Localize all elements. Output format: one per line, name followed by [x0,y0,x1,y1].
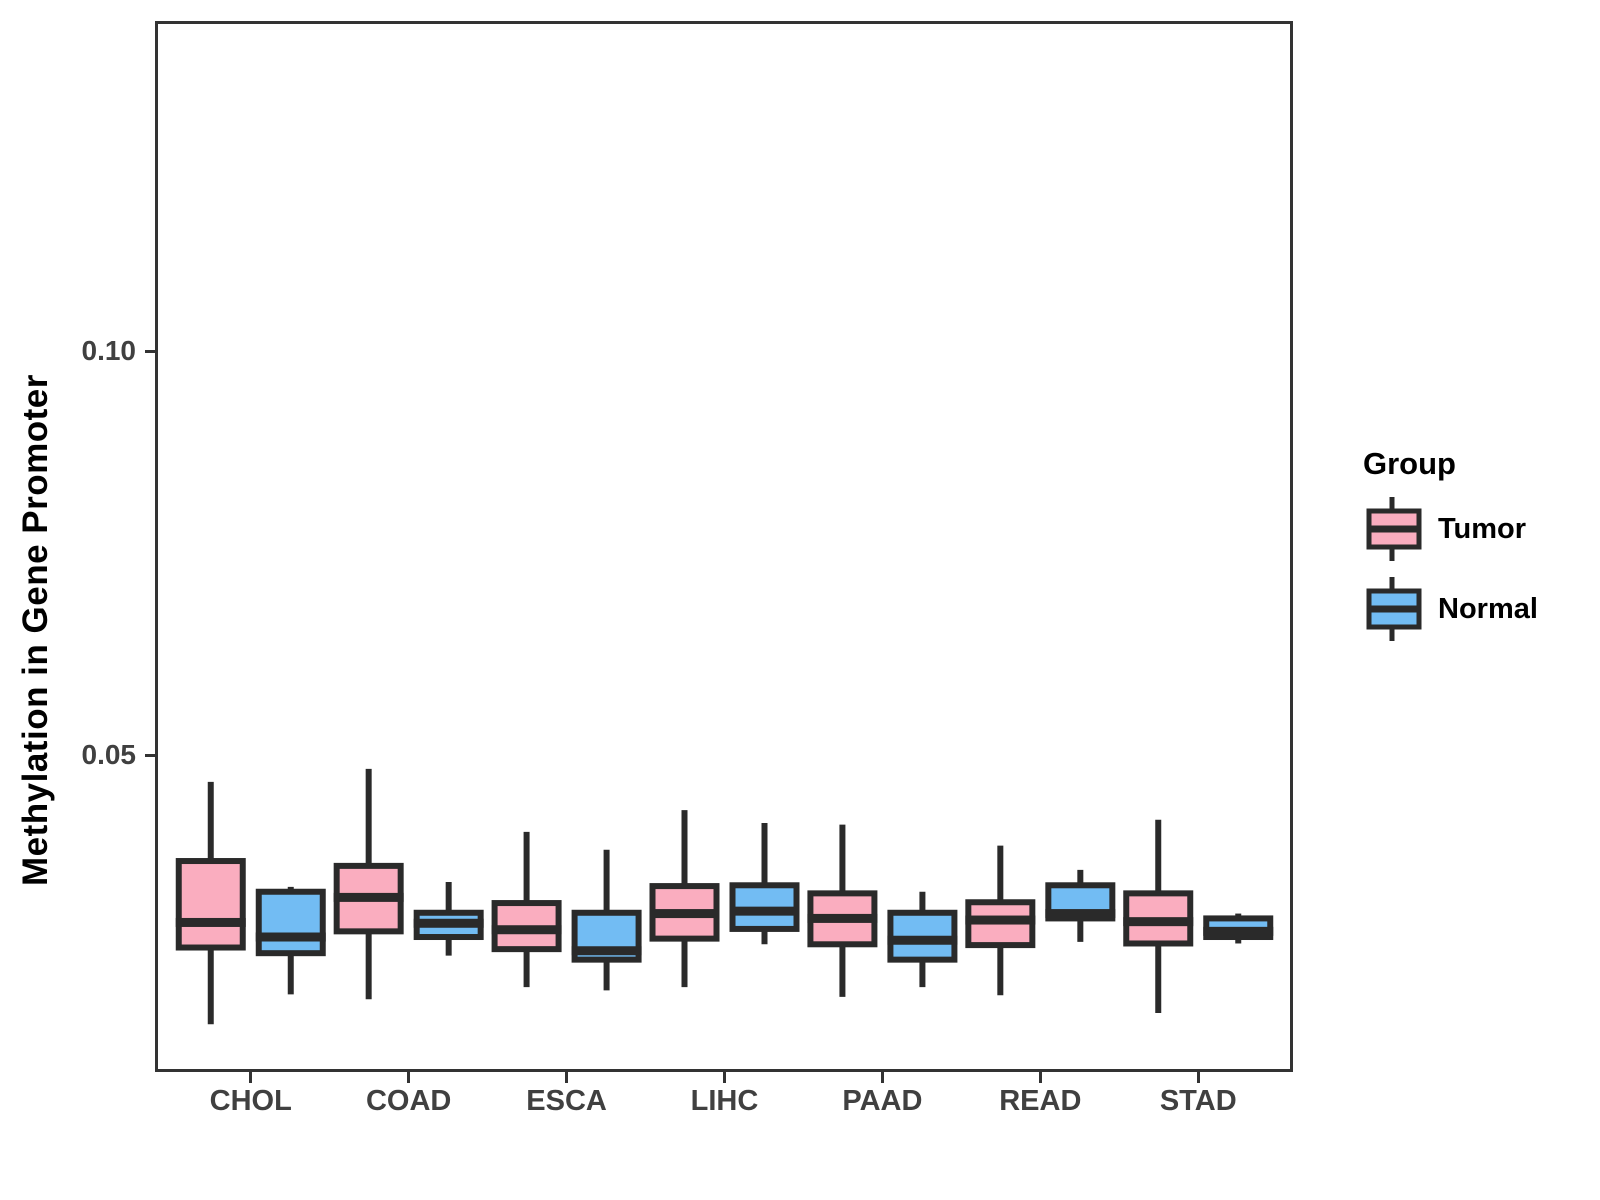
x-tick-mark-READ [1038,1072,1042,1083]
boxplot-canvas [175,768,1274,1025]
x-tick-label-COAD: COAD [365,1085,452,1117]
x-tick-label-PAAD: PAAD [842,1085,923,1117]
x-tick-mark-COAD [407,1072,411,1083]
box-tumor-PAAD [807,824,878,997]
box-tumor-READ [965,845,1036,996]
legend-title: Group [1363,446,1456,481]
legend-entry-normal: Normal [1366,576,1598,642]
legend-key-normal-boxplot-icon [1366,577,1422,641]
box-normal-PAAD [887,891,958,988]
x-tick-mark-PAAD [880,1072,884,1083]
median-line [413,918,484,928]
box-normal-READ [1045,869,1116,942]
median-line [729,906,800,916]
box-tumor-COAD [333,768,404,1000]
median-line [1203,926,1274,936]
box-normal-ESCA [571,849,642,991]
y-tick-mark-0.10 [145,350,156,354]
median-line [175,917,246,927]
box-tumor-CHOL [175,781,246,1025]
box-tumor-ESCA [491,831,562,988]
legend-label-tumor: Tumor [1438,512,1527,545]
x-tick-label-ESCA: ESCA [526,1085,607,1117]
y-tick-mark-0.05 [145,754,156,758]
x-tick-mark-LIHC [723,1072,726,1083]
median-line [491,925,562,935]
box-normal-STAD [1203,913,1274,944]
median-line [1045,909,1116,919]
iqr-box [175,858,246,951]
box-tumor-LIHC [649,810,720,988]
legend-key-tumor-boxplot-icon [1366,497,1422,561]
x-tick-label-CHOL: CHOL [209,1085,292,1117]
legend-label-normal: Normal [1438,592,1538,625]
median-line [965,915,1036,925]
y-axis-title: Methylation in Gene Promoter [16,374,55,886]
x-tick-label-LIHC: LIHC [690,1085,759,1117]
median-line [571,946,642,956]
median-line [887,935,958,945]
median-line [255,932,326,942]
x-tick-label-READ: READ [999,1085,1082,1117]
iqr-box [255,888,326,957]
y-tick-label-0.10: 0.10 [81,334,137,366]
legend: Group Tumor Normal [1332,446,1598,642]
x-tick-mark-ESCA [565,1072,569,1083]
median-line [333,892,404,902]
box-normal-COAD [413,882,484,956]
box-tumor-STAD [1123,819,1194,1013]
box-normal-CHOL [255,886,326,995]
x-tick-mark-STAD [1196,1072,1200,1083]
median-line [1123,917,1194,927]
box-normal-LIHC [729,823,800,945]
median-line [807,913,878,923]
y-tick-label-0.05: 0.05 [81,738,137,770]
legend-entry-tumor: Tumor [1366,496,1598,562]
x-tick-label-STAD: STAD [1159,1085,1237,1117]
x-tick-mark-CHOL [249,1072,253,1083]
median-line [649,909,720,919]
legend-entries: Tumor Normal [1332,496,1598,642]
